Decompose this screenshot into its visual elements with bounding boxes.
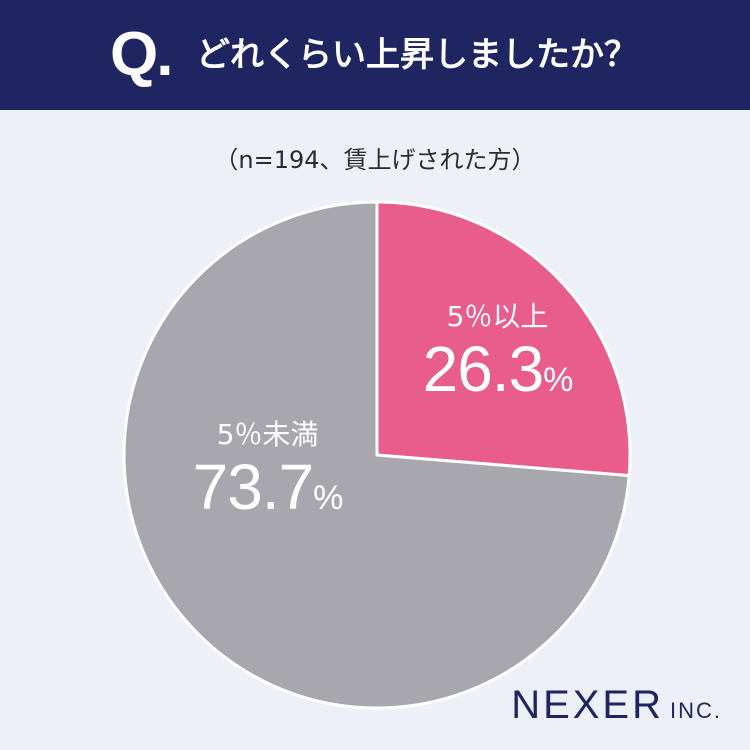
slice-category-under-5pct: 5％未満 (216, 418, 319, 451)
slice-5pct-or-more (375, 200, 632, 478)
question-text: どれくらい上昇しましたか？ (196, 35, 638, 75)
logo-suffix: INC. (670, 698, 722, 723)
slice-under-5pct (122, 200, 631, 710)
slice-value-under-5pct: 73.7% (192, 451, 344, 523)
slice-label-5pct-or-more: 5％以上 26.3% (400, 300, 595, 415)
slice-label-under-5pct: 5％未満 73.7% (180, 418, 355, 533)
logo-name: NEXER (511, 683, 664, 727)
slice-category-5pct-or-more: 5％以上 (446, 300, 549, 333)
question-header: Q. どれくらい上昇しましたか？ (0, 0, 750, 110)
slice-value-5pct-or-more: 26.3% (422, 333, 574, 405)
q-mark: Q. (110, 20, 173, 89)
nexer-logo: NEXER INC. (511, 683, 722, 728)
sample-note: （n=194、賃上げされた方） (214, 146, 536, 174)
